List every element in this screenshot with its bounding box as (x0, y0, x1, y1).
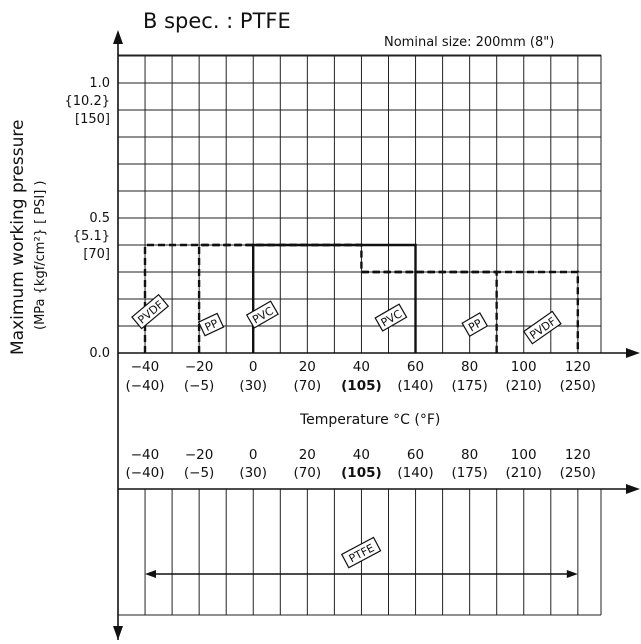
bottom-x-ticks: −40 (−40) −20 (−5) 0 (30) 20 (70) 40 (105) 60 (140)… (125, 447, 595, 481)
bottom-x-tick-label-f: (140) (397, 465, 433, 481)
bottom-x-tick-label-f: (250) (560, 465, 596, 481)
chart-subtitle: Nominal size: 200mm (8") (384, 35, 554, 50)
x-tick-label-f: (30) (239, 378, 267, 394)
bottom-x-tick-label: 40 (353, 447, 370, 463)
tag-box (245, 300, 279, 329)
x-tick-label: 40 (353, 359, 370, 375)
series-tag-pvc: PVC (374, 303, 408, 332)
y-axis-label: Maximum working pressure (8, 120, 28, 355)
series-pp-line (197, 243, 498, 353)
tag-box (522, 310, 562, 345)
tag-box (131, 293, 170, 330)
x-tick-label-f: (70) (293, 378, 321, 394)
bottom-grid (117, 489, 602, 616)
bottom-series: PTFE (145, 536, 578, 578)
ptfe-arrow-left (145, 570, 156, 578)
series-pvdf-line (143, 243, 579, 353)
x-tick-label-f: (210) (506, 378, 542, 394)
y-tick-label: [150] (75, 112, 110, 127)
bottom-x-tick-label: 60 (407, 447, 424, 463)
x-tick-label: 20 (299, 359, 316, 375)
tag-label: PP (203, 317, 221, 335)
bottom-x-tick-label-f: (−40) (125, 465, 164, 481)
series-tag-pvc: PVC (245, 300, 279, 329)
bottom-x-tick-label: 0 (249, 447, 258, 463)
x-tick-label-f: (250) (560, 378, 596, 394)
lower-axis-arrow (626, 484, 640, 494)
x-tick-label: 60 (407, 359, 424, 375)
bottom-x-tick-label-f: (−5) (184, 465, 214, 481)
top-x-ticks: −40 (−40) −20 (−5) 0 (30) 20 (70) 40 (105) 60 (140)… (125, 359, 595, 394)
x-tick-label: 80 (461, 359, 478, 375)
bottom-x-tick-label: 80 (461, 447, 478, 463)
series-tag-pp: PP (197, 312, 225, 337)
x-tick-label-f: (140) (397, 378, 433, 394)
tag-box (374, 303, 408, 332)
y-tick-label: 0.0 (89, 346, 110, 361)
x-tick-label: −20 (185, 359, 214, 375)
y-tick-label: 1.0 (89, 76, 110, 91)
bottom-x-tick-label-f: (210) (506, 465, 542, 481)
bottom-x-tick-label-f: (30) (239, 465, 267, 481)
y-axis-units: (MPa {kgf/cm²} [ PSI] ) (33, 181, 48, 330)
y-tick-label: {10.2} (65, 94, 111, 109)
tag-box (340, 536, 382, 569)
x-tick-label-f: (105) (341, 378, 382, 394)
x-tick-label-f: (−5) (184, 378, 214, 394)
x-tick-label: 0 (249, 359, 258, 375)
x-axis-arrow (626, 348, 640, 358)
series-pvc-line (252, 243, 417, 353)
bottom-x-tick-label: −20 (185, 447, 214, 463)
y-tick-label: 0.5 (89, 211, 110, 226)
chart-title: B spec. : PTFE (143, 9, 291, 33)
x-tick-label: 120 (565, 359, 591, 375)
bottom-x-tick-label: −40 (131, 447, 160, 463)
top-y-ticks: 0.0 0.5 {5.1} [70] 1.0 {10.2} [150] (65, 76, 111, 361)
bottom-x-tick-label-f: (70) (293, 465, 321, 481)
x-axis-label: Temperature °C (°F) (299, 412, 440, 428)
tag-box (197, 312, 225, 337)
bottom-x-tick-label: 20 (299, 447, 316, 463)
tag-label: PP (466, 316, 484, 334)
y-tick-label: {5.1} (73, 229, 110, 244)
y-axis-arrow-down (113, 626, 123, 640)
x-tick-label-f: (175) (451, 378, 487, 394)
bottom-x-tick-label: 100 (511, 447, 537, 463)
top-grid (117, 54, 602, 354)
series-tag-pvdf: PVDF (522, 310, 562, 345)
y-axis-arrow-up (113, 30, 123, 44)
series-tag-pp: PP (461, 312, 489, 337)
bottom-x-tick-label: 120 (565, 447, 591, 463)
x-tick-label: −40 (131, 359, 160, 375)
tag-box (461, 312, 489, 337)
x-tick-label-f: (−40) (125, 378, 164, 394)
y-tick-label: [70] (83, 247, 110, 262)
series-tag-pvdf: PVDF (131, 293, 170, 330)
x-tick-label: 100 (511, 359, 537, 375)
bottom-x-tick-label-f: (175) (451, 465, 487, 481)
bottom-x-tick-label-f: (105) (341, 465, 382, 481)
ptfe-arrow-right (566, 570, 578, 578)
